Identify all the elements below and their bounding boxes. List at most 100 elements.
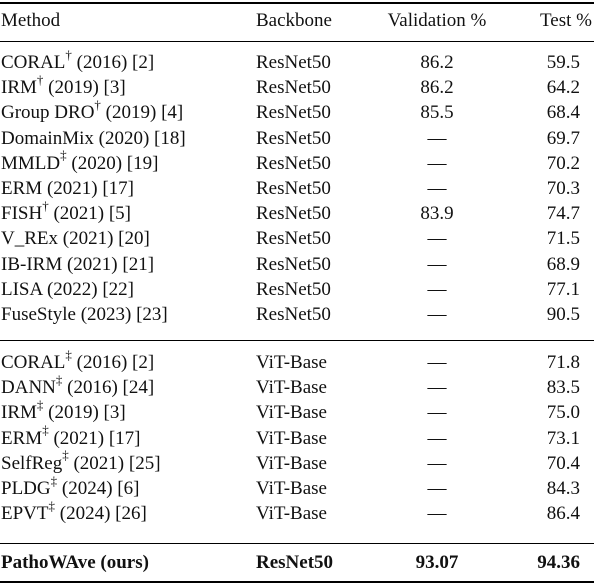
- method-cell: FISH† (2021) [5]: [1, 197, 131, 227]
- test-cell: 86.4: [546, 503, 580, 525]
- method-cell: CORAL‡ (2016) [2]: [1, 346, 155, 376]
- method-citation: (2022) [22]: [42, 278, 134, 300]
- method-footnote-mark: ‡: [36, 397, 44, 413]
- method-citation: (2021) [21]: [62, 253, 155, 275]
- table-row: ERM (2021) [17] ResNet50 — 70.3: [0, 176, 594, 202]
- validation-cell: —: [427, 402, 447, 424]
- method-citation: (2023) [23]: [75, 304, 168, 325]
- method-footnote-mark: ‡: [62, 447, 69, 463]
- method-footnote-mark: †: [65, 46, 72, 62]
- method-footnote-mark: ‡: [48, 497, 56, 513]
- table-row: LISA (2022) [22] ResNet50 — 77.1: [0, 277, 594, 303]
- method-name: LISA: [1, 278, 43, 300]
- method-citation: (2016) [24]: [62, 377, 155, 399]
- method-name: IB-IRM: [1, 253, 63, 275]
- method-footnote-mark: ‡: [42, 422, 49, 438]
- method-citation: (2020) [18]: [93, 127, 186, 149]
- method-citation: (2016) [2]: [71, 52, 155, 73]
- validation-cell: —: [427, 503, 447, 525]
- backbone-cell: ResNet50: [256, 152, 331, 174]
- header-validation: Validation %: [387, 10, 487, 31]
- validation-cell: 86.2: [420, 77, 454, 99]
- method-citation: (2024) [6]: [57, 478, 140, 499]
- method-cell: EPVT‡ (2024) [26]: [1, 497, 147, 527]
- table-row: FuseStyle (2023) [23] ResNet50 — 90.5: [0, 302, 594, 328]
- table-row: CORAL‡ (2016) [2] ViT-Base — 71.8: [0, 346, 594, 376]
- backbone-cell: ResNet50: [256, 102, 331, 124]
- header-method: Method: [1, 10, 61, 31]
- method-name: FISH: [1, 203, 43, 225]
- method-name: PLDG: [1, 478, 51, 499]
- method-footnote-mark: †: [94, 97, 101, 113]
- backbone-cell: ViT-Base: [256, 452, 327, 474]
- method-name: CORAL: [1, 352, 66, 373]
- method-citation: (2021) [5]: [48, 203, 131, 225]
- method-name: ERM: [1, 427, 43, 449]
- backbone-cell: ResNet50: [256, 253, 331, 275]
- test-cell: 83.5: [546, 377, 580, 399]
- method-cell: LISA (2022) [22]: [1, 277, 134, 303]
- test-cell: 68.9: [546, 253, 580, 275]
- validation-cell: —: [427, 127, 447, 149]
- ours-test: 94.36: [537, 552, 580, 573]
- backbone-cell: ViT-Base: [256, 478, 327, 499]
- method-citation: (2021) [17]: [48, 427, 141, 449]
- test-cell: 59.5: [546, 52, 580, 73]
- method-cell: V_REx (2021) [20]: [1, 226, 150, 252]
- method-cell: IRM† (2019) [3]: [1, 73, 126, 101]
- method-citation: (2024) [26]: [55, 503, 147, 525]
- backbone-cell: ResNet50: [256, 52, 331, 73]
- backbone-cell: ResNet50: [256, 77, 331, 99]
- backbone-cell: ResNet50: [256, 178, 331, 199]
- method-footnote-mark: ‡: [65, 346, 72, 362]
- method-footnote-mark: †: [42, 197, 49, 213]
- test-cell: 68.4: [546, 102, 580, 124]
- validation-cell: —: [427, 427, 447, 449]
- table-row: IRM‡ (2019) [3] ViT-Base — 75.0: [0, 397, 594, 426]
- method-name: Group DRO: [1, 102, 95, 124]
- method-cell: Group DRO† (2019) [4]: [1, 97, 184, 126]
- table-row: SelfReg‡ (2021) [25] ViT-Base — 70.4: [0, 448, 594, 477]
- validation-cell: 86.2: [420, 52, 454, 73]
- method-cell: CORAL† (2016) [2]: [1, 46, 155, 76]
- test-cell: 71.5: [546, 228, 580, 250]
- method-cell: MMLD‡ (2020) [19]: [1, 148, 158, 177]
- table-row: V_REx (2021) [20] ResNet50 — 71.5: [0, 226, 594, 252]
- method-citation: (2016) [2]: [71, 352, 155, 373]
- method-cell: FuseStyle (2023) [23]: [1, 302, 168, 328]
- ours-backbone: ResNet50: [256, 552, 334, 573]
- method-cell: PLDG‡ (2024) [6]: [1, 472, 140, 502]
- bottom-rule: [0, 581, 594, 583]
- test-cell: 70.3: [546, 178, 580, 199]
- header-backbone: Backbone: [256, 10, 332, 31]
- method-footnote-mark: ‡: [50, 472, 58, 488]
- method-name: ERM: [1, 178, 43, 199]
- backbone-cell: ResNet50: [256, 127, 331, 149]
- table-row: IB-IRM (2021) [21] ResNet50 — 68.9: [0, 252, 594, 278]
- table-row: CORAL† (2016) [2] ResNet50 86.2 59.5: [0, 46, 594, 76]
- method-name: IRM: [1, 77, 37, 99]
- method-footnote-mark: ‡: [60, 147, 67, 163]
- method-cell: ERM‡ (2021) [17]: [1, 423, 141, 452]
- method-citation: (2019) [3]: [43, 77, 126, 99]
- backbone-cell: ViT-Base: [256, 427, 327, 449]
- backbone-cell: ResNet50: [256, 203, 331, 225]
- method-citation: (2021) [25]: [68, 452, 161, 474]
- backbone-cell: ViT-Base: [256, 352, 327, 373]
- method-citation: (2019) [4]: [100, 102, 184, 124]
- test-cell: 84.3: [546, 478, 580, 499]
- ours-rule: [0, 543, 594, 544]
- ours-row: PathoWAve (ours) ResNet50 93.07 94.36: [0, 550, 594, 576]
- test-cell: 69.7: [546, 127, 580, 149]
- method-cell: DANN‡ (2016) [24]: [1, 371, 155, 401]
- top-rule: [0, 2, 594, 4]
- test-cell: 90.5: [546, 304, 580, 325]
- method-name: V_REx: [1, 228, 58, 250]
- header-rule: [0, 41, 594, 42]
- table-row: EPVT‡ (2024) [26] ViT-Base — 86.4: [0, 497, 594, 527]
- validation-cell: —: [427, 178, 447, 199]
- method-footnote-mark: ‡: [55, 371, 63, 387]
- table-row: ERM‡ (2021) [17] ViT-Base — 73.1: [0, 423, 594, 452]
- validation-cell: —: [427, 253, 447, 275]
- validation-cell: —: [427, 377, 447, 399]
